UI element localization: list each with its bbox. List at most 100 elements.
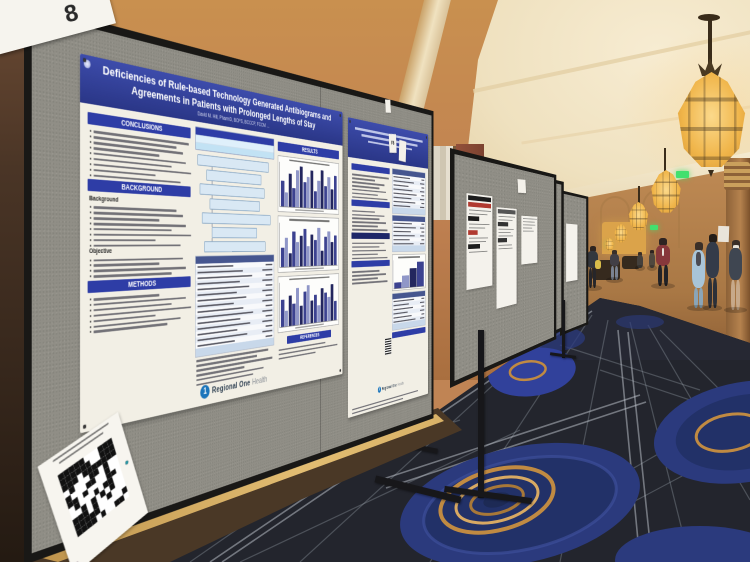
table-cell-value xyxy=(420,199,424,200)
table-cell-value xyxy=(262,279,272,281)
table-cell-value xyxy=(262,268,272,270)
chart-bar xyxy=(310,171,313,208)
lantern-ceiling-mount xyxy=(698,14,720,21)
chart-bar xyxy=(296,288,299,325)
chart-bar xyxy=(289,295,292,326)
table-cell-value xyxy=(421,223,424,224)
logo-mark-icon: 1 xyxy=(200,384,209,400)
poster2-section-band xyxy=(351,200,389,209)
table-cell-value xyxy=(420,206,424,207)
chart-bar xyxy=(310,234,313,265)
chart-bar xyxy=(314,240,317,265)
board-label-card xyxy=(518,179,527,193)
chart-bar xyxy=(310,300,313,323)
chart-bar xyxy=(292,231,295,266)
table-cell-label xyxy=(393,243,413,244)
table-cell-value xyxy=(266,304,273,306)
illegible-text-line xyxy=(352,253,378,255)
chart-bar xyxy=(314,295,317,323)
illegible-text-line xyxy=(352,277,378,280)
table-cell-label xyxy=(393,222,412,224)
table-cell-value xyxy=(262,299,272,301)
illegible-text-line xyxy=(352,214,384,217)
chart-bar xyxy=(402,275,409,287)
patient-flow-diagram xyxy=(195,154,274,253)
chart-bar xyxy=(281,248,284,267)
chart-bar xyxy=(331,284,334,320)
table-cell-value xyxy=(420,243,424,244)
conference-hallway-photo: Deficiencies of Rule-based Technology Ge… xyxy=(0,0,750,562)
poster2-mini-bar-chart xyxy=(392,254,425,291)
qr-cell xyxy=(123,491,129,500)
poster-middle-column xyxy=(195,126,274,374)
illegible-text-line xyxy=(352,246,379,248)
chart-axis-label xyxy=(295,267,324,270)
table-cell-label xyxy=(393,239,409,240)
chart-bar xyxy=(289,173,292,206)
table-cell-value xyxy=(420,309,424,311)
table-cell-value xyxy=(421,297,424,298)
attendee-distant xyxy=(636,252,644,268)
poster2-body xyxy=(348,159,428,390)
chart-bar xyxy=(285,237,288,266)
poster-red-bar xyxy=(468,202,491,209)
flow-diagram-box xyxy=(206,169,261,185)
chart-bar xyxy=(281,299,284,327)
illegible-text-line xyxy=(352,192,378,196)
flow-diagram-box xyxy=(199,183,264,199)
chart-bar xyxy=(321,288,324,321)
table-cell-value xyxy=(421,305,424,306)
table-cell-value xyxy=(421,195,424,196)
table-cell-value xyxy=(262,289,272,291)
poster-body: CONCLUSIONS BACKGROUND Background Object… xyxy=(80,102,342,400)
poster2-table-1 xyxy=(392,168,425,215)
poster-right-column: RESULTS xyxy=(278,139,339,359)
chart-bar xyxy=(300,166,303,207)
table-cell-value xyxy=(266,263,273,265)
illegible-text-line xyxy=(352,270,379,273)
chart-bar xyxy=(296,242,299,266)
table-cell-value xyxy=(266,324,273,326)
poster-number-tag: F8 xyxy=(389,134,397,153)
illegible-text-line xyxy=(94,263,160,267)
chart-bar xyxy=(321,170,324,208)
chart-bar xyxy=(417,262,424,287)
chart-bar xyxy=(317,228,320,266)
table-cell-value xyxy=(421,231,424,232)
poster-left-column: CONCLUSIONS BACKGROUND Background Object… xyxy=(88,109,191,393)
distant-poster xyxy=(521,216,537,265)
illegible-text-line xyxy=(94,228,172,231)
distant-poster-black-red xyxy=(467,193,493,290)
chart-bar xyxy=(289,253,292,266)
illegible-text-line xyxy=(352,225,378,227)
pushpin-icon xyxy=(340,369,341,372)
table-cell-value xyxy=(266,314,273,316)
table-footer-row xyxy=(392,207,425,215)
illegible-text-line xyxy=(94,234,192,237)
chart-bar xyxy=(292,188,295,207)
attendee-walking xyxy=(608,250,621,280)
illegible-text-line xyxy=(352,229,387,231)
board-stand-pole xyxy=(562,300,565,358)
exit-sign xyxy=(676,171,689,178)
chart-title xyxy=(289,219,329,222)
chart-bar xyxy=(285,192,288,206)
chart-bar xyxy=(303,229,306,266)
table-cell-value xyxy=(421,179,424,180)
table-cell-value xyxy=(262,309,272,312)
chart-bar xyxy=(300,236,303,266)
pushpin-icon xyxy=(340,114,341,117)
poster-number-tag xyxy=(399,140,407,163)
illegible-text-line xyxy=(352,221,386,224)
table-cell-label xyxy=(393,235,414,236)
attendee-maroon-top xyxy=(654,238,672,286)
table-cell-value xyxy=(420,191,424,193)
chart-bar xyxy=(334,176,337,210)
chart-bar xyxy=(292,304,295,326)
chart-bar xyxy=(334,235,337,264)
chart-bar xyxy=(317,181,320,209)
table-cell-label xyxy=(197,265,233,268)
pushpin-icon xyxy=(125,460,128,465)
table-cell-label xyxy=(393,231,410,233)
attendee-tan-pants xyxy=(727,240,744,310)
